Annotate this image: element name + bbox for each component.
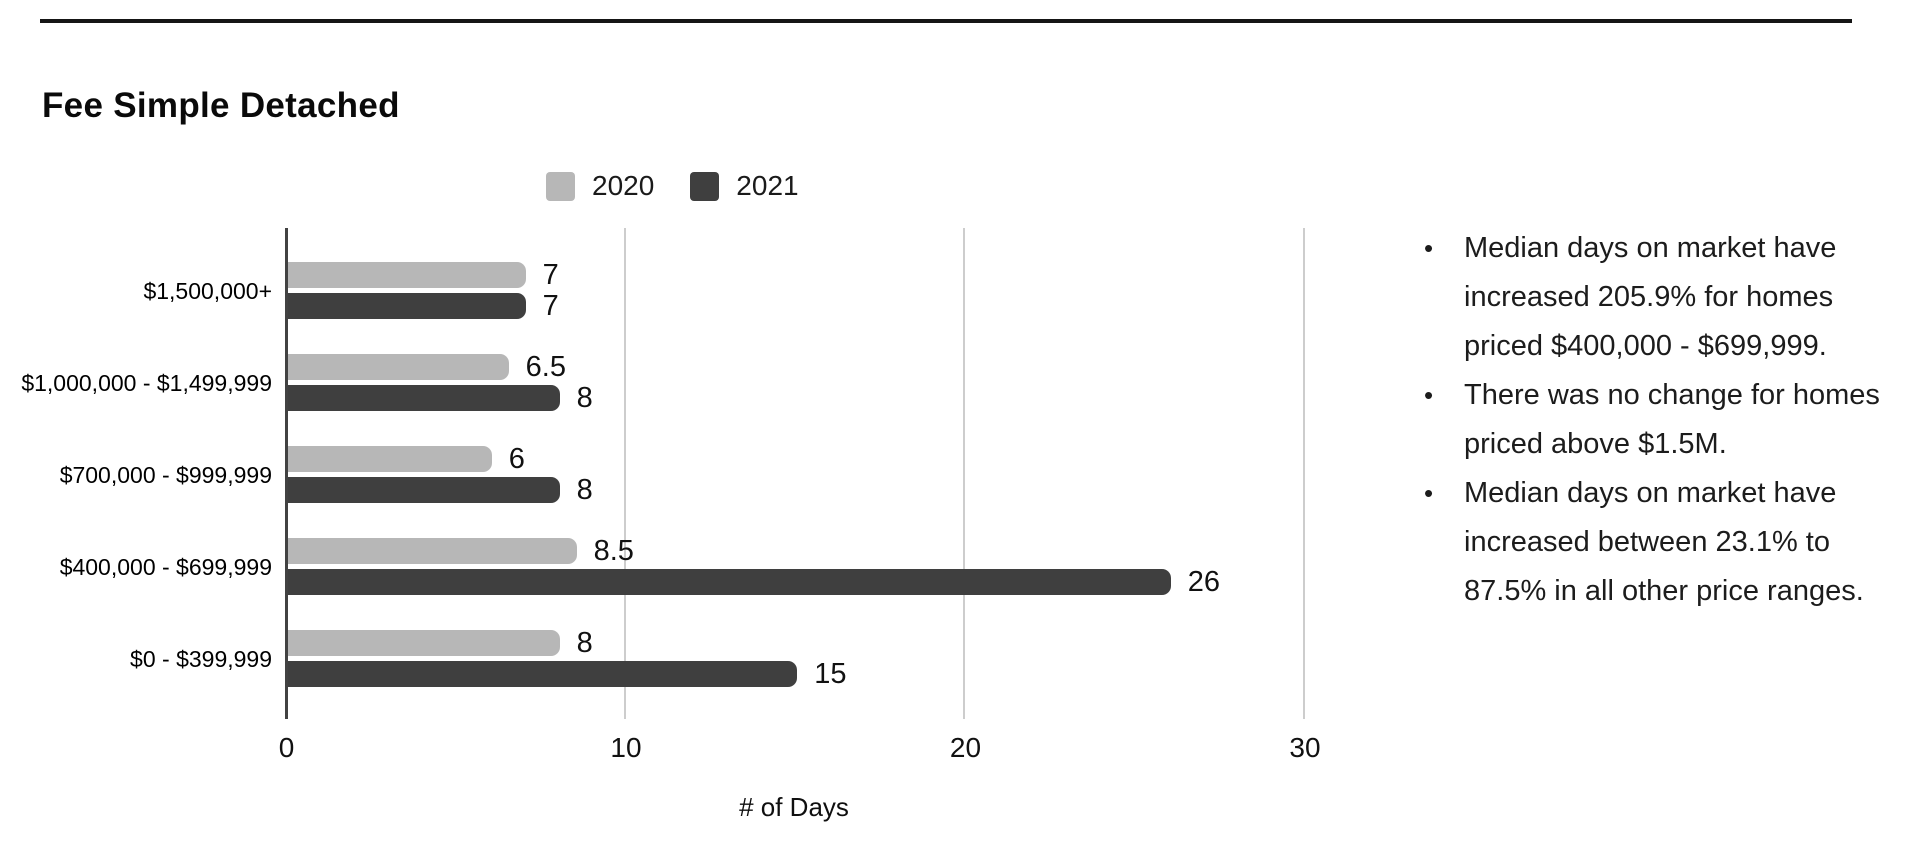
bullet-text-line: 87.5% in all other price ranges. bbox=[1464, 575, 1864, 607]
x-tick-label-0: 0 bbox=[278, 732, 295, 763]
bar-value-label: 6 bbox=[508, 443, 525, 475]
x-tick-label-20: 20 bbox=[949, 732, 982, 763]
bullet-item: • There was no change for homes priced abo… bbox=[1424, 371, 1920, 469]
bullet-text: There was no change for homes priced abov… bbox=[1464, 371, 1880, 469]
bar-2020-category-1 bbox=[288, 354, 509, 380]
bullet-text-line: priced above $1.5M. bbox=[1464, 428, 1727, 460]
bar-value-label: 26 bbox=[1187, 566, 1220, 598]
legend-swatch-2020 bbox=[546, 171, 575, 201]
bar-chart: 0 10 20 30 7 6.5 6 8.5 8 7 8 8 26 15 bbox=[279, 228, 1360, 763]
category-label-0: $1,500,000+ bbox=[143, 277, 272, 304]
category-label-4: $0 - $399,999 bbox=[130, 645, 272, 672]
x-tick-label-10: 10 bbox=[610, 732, 642, 763]
bullet-item: • Median days on market have increased bet… bbox=[1424, 469, 1920, 616]
category-label-2: $700,000 - $999,999 bbox=[59, 461, 272, 488]
y-axis-line bbox=[285, 228, 288, 719]
insight-bullet-list: • Median days on market have increased 205… bbox=[1424, 224, 1920, 616]
top-divider-rule bbox=[40, 19, 1852, 23]
bar-2020-category-2 bbox=[288, 446, 492, 472]
bar-value-label: 6.5 bbox=[525, 351, 566, 383]
bar-value-label: 8.5 bbox=[593, 535, 634, 567]
gridline-x-10 bbox=[623, 228, 626, 719]
bullet-text-line: Median days on market have bbox=[1464, 232, 1837, 264]
bar-value-label: 8 bbox=[576, 382, 593, 414]
bullet-text: Median days on market have increased betw… bbox=[1464, 469, 1864, 616]
bar-2021-category-0 bbox=[288, 293, 526, 319]
bar-2021-category-2 bbox=[288, 477, 560, 503]
page-title: Fee Simple Detached bbox=[42, 86, 400, 125]
bar-value-label: 15 bbox=[814, 658, 847, 690]
bar-2021-category-3 bbox=[288, 569, 1171, 595]
gridline-x-20 bbox=[963, 228, 965, 719]
legend-label: 2020 bbox=[592, 170, 655, 201]
bullet-item: • Median days on market have increased 205… bbox=[1424, 224, 1920, 371]
bullet-text-line: increased between 23.1% to bbox=[1464, 526, 1830, 558]
bar-value-label: 8 bbox=[576, 627, 593, 659]
x-axis-title: # of Days bbox=[739, 792, 849, 822]
bullet-marker: • bbox=[1424, 233, 1434, 263]
bullet-text: Median days on market have increased 205.… bbox=[1464, 224, 1836, 371]
bullet-text-line: Median days on market have bbox=[1464, 477, 1837, 509]
bullet-text-line: increased 205.9% for homes bbox=[1464, 281, 1834, 313]
gridline-x-30 bbox=[1302, 228, 1305, 719]
x-tick-label-30: 30 bbox=[1289, 732, 1321, 763]
category-label-3: $400,000 - $699,999 bbox=[59, 553, 272, 580]
legend-item-2020: 2020 bbox=[546, 170, 654, 202]
bullet-text-line: priced $400,000 - $699,999. bbox=[1464, 330, 1827, 362]
bullet-marker: • bbox=[1424, 380, 1434, 410]
chart-legend: 2020 2021 bbox=[546, 170, 799, 202]
bar-value-label: 7 bbox=[542, 259, 559, 291]
y-axis-category-labels: $1,500,000+ $1,000,000 - $1,499,999 $700,0… bbox=[20, 228, 272, 719]
legend-item-2021: 2021 bbox=[690, 170, 799, 202]
bar-value-label: 7 bbox=[542, 290, 559, 322]
bar-2020-category-4 bbox=[288, 630, 560, 656]
legend-swatch-2021 bbox=[690, 171, 720, 201]
bullet-marker: • bbox=[1424, 478, 1434, 508]
bullet-text-line: There was no change for homes bbox=[1464, 379, 1880, 411]
category-label-1: $1,000,000 - $1,499,999 bbox=[21, 369, 272, 396]
bar-2021-category-4 bbox=[288, 661, 798, 687]
bar-2020-category-0 bbox=[288, 262, 526, 288]
bar-2020-category-3 bbox=[288, 538, 577, 564]
bar-2021-category-1 bbox=[288, 385, 560, 411]
legend-label: 2021 bbox=[736, 170, 799, 201]
bar-value-label: 8 bbox=[576, 474, 593, 506]
